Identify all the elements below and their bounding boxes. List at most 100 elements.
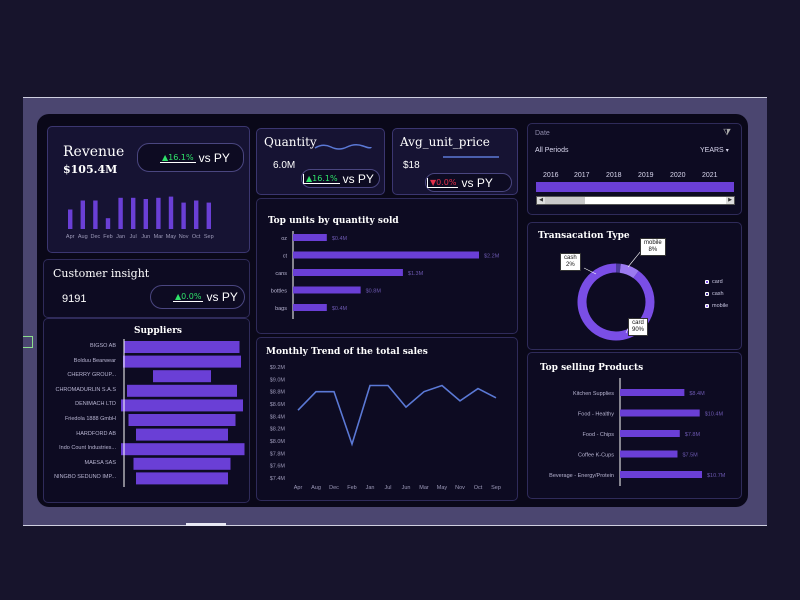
supplier-label: Bolduu Bearwear: [73, 357, 116, 364]
units-data-label: $0.4M: [332, 236, 348, 242]
supplier-bar: [136, 428, 228, 441]
revenue-x-tick: Dec: [91, 234, 101, 240]
revenue-x-tick: Nov: [179, 234, 189, 240]
product-label: Beverage - Energy/Protein: [549, 473, 614, 479]
slicer-scroll-thumb[interactable]: [545, 197, 585, 204]
frame-bottom-border: [23, 525, 767, 526]
slicer-year[interactable]: 2020: [670, 172, 686, 179]
trend-x-tick: Sep: [491, 485, 501, 491]
trend-x-tick: Nov: [455, 485, 465, 491]
quantity-sparkline: [314, 143, 372, 150]
trend-x-tick: Oct: [474, 485, 483, 491]
legend-label: cash: [712, 291, 724, 297]
supplier-label: MAESA SAS: [84, 459, 117, 466]
top-units-title: Top units by quantity sold: [268, 216, 399, 226]
revenue-x-tick: Aug: [78, 234, 88, 240]
slicer-year[interactable]: 2016: [543, 172, 559, 179]
avg-price-title: Avg_unit_price: [400, 135, 490, 149]
revenue-x-tick: Oct: [192, 234, 201, 240]
cash-label-pct: 2%: [566, 262, 575, 268]
transaction-type-title: Transacation Type: [538, 231, 630, 241]
units-data-label: $0.8M: [366, 289, 382, 295]
product-label: Food - Chips: [583, 432, 615, 438]
card-label-pct: 90%: [632, 327, 645, 333]
trend-y-tick: $8.2M: [270, 427, 286, 433]
donut-leader-cash: [583, 267, 597, 275]
revenue-x-tick: Apr: [66, 234, 75, 240]
legend-dot: [705, 304, 709, 308]
legend-dot: [705, 292, 709, 296]
revenue-bar-chart: Apr Aug Dec Feb Jan Jul Jun Mar May Nov Oct Sep: [66, 196, 214, 240]
units-category-label: bags: [275, 306, 287, 312]
mobile-label-pct: 8%: [648, 247, 658, 253]
quantity-value: 6.0M: [273, 160, 296, 171]
units-bar: [293, 269, 403, 276]
supplier-label: Indo Count Industries...: [59, 445, 116, 452]
revenue-bar: [93, 200, 98, 229]
slicer-granularity-dropdown[interactable]: YEARS ▾: [700, 147, 729, 154]
revenue-bar: [194, 200, 199, 229]
slicer-scroll-left-handle[interactable]: ◀: [537, 197, 545, 204]
legend-mobile[interactable]: mobile: [705, 303, 728, 309]
cash-label-text: cash: [564, 255, 577, 261]
supplier-bar: [123, 355, 241, 368]
avg-price-change-pill: ▼0.0% vs PY: [425, 173, 512, 192]
supplier-bar: [136, 472, 228, 485]
side-handle[interactable]: [23, 336, 33, 348]
supplier-bar: [127, 384, 237, 397]
trend-y-tick: $9.2M: [270, 365, 286, 371]
slicer-scrollbar[interactable]: ◀ ▶: [536, 196, 735, 205]
avg-price-value: $18: [403, 160, 420, 171]
units-category-label: bottles: [271, 289, 287, 295]
customer-insight-title: Customer insight: [53, 267, 150, 280]
top-products-chart: Kitchen Supplies $8.4M Food - Healthy $10.4…: [549, 378, 726, 486]
avg-price-sparkline: [443, 156, 499, 158]
date-slicer: Date ⧩ All Periods YEARS ▾ 2016 2017 201…: [527, 123, 742, 215]
legend-card[interactable]: card: [705, 279, 723, 285]
slicer-timeline-bar[interactable]: [536, 182, 734, 192]
customer-change: ▲0.0%: [173, 292, 204, 302]
donut-label-card: card 90%: [628, 318, 649, 336]
revenue-bar: [156, 197, 161, 229]
donut-slice: [577, 263, 655, 341]
slicer-year[interactable]: 2021: [702, 172, 718, 179]
quantity-change: ▲16.1%: [303, 173, 340, 184]
product-bar: [620, 471, 702, 478]
units-category-label: ct: [283, 254, 288, 260]
revenue-x-tick: Jun: [141, 234, 150, 240]
slicer-scroll-right-handle[interactable]: ▶: [726, 197, 734, 204]
product-data-label: $10.4M: [705, 412, 724, 418]
donut-slice: [619, 263, 639, 279]
revenue-x-tick: Jan: [116, 234, 125, 240]
revenue-x-tick: Sep: [204, 234, 214, 240]
filter-clear-icon[interactable]: ⧩: [723, 128, 732, 138]
slicer-year[interactable]: 2019: [638, 172, 654, 179]
product-label: Coffee K-Cups: [578, 453, 614, 459]
product-label: Food - Healthy: [578, 412, 614, 418]
supplier-label: BIGSO AB: [90, 343, 116, 349]
trend-y-tick: $7.6M: [270, 464, 286, 470]
legend-label: mobile: [712, 303, 729, 309]
slicer-year[interactable]: 2018: [606, 172, 622, 179]
revenue-x-tick: Jul: [130, 234, 137, 240]
revenue-change: ▲16.1%: [160, 152, 196, 163]
units-data-label: $1.3M: [408, 271, 424, 277]
units-bar: [293, 251, 479, 259]
trend-x-tick: Mar: [419, 485, 429, 491]
trend-x-tick: Jul: [384, 485, 391, 491]
supplier-bar: [133, 457, 231, 470]
units-data-label: $2.2M: [484, 254, 500, 260]
trend-x-tick: Jun: [402, 485, 411, 491]
slicer-granularity-label: YEARS: [700, 147, 724, 154]
trend-x-tick: Apr: [294, 485, 303, 491]
donut-leader-mobile: [627, 250, 642, 268]
revenue-title: Revenue: [63, 144, 125, 160]
trend-y-tick: $7.4M: [270, 476, 286, 482]
top-products-panel: Top selling Products Kitchen Supplies $8.…: [527, 352, 742, 499]
slicer-period-label: All Periods: [535, 147, 569, 154]
slicer-year[interactable]: 2017: [574, 172, 590, 179]
supplier-bar: [128, 414, 236, 426]
legend-cash[interactable]: cash: [705, 291, 724, 297]
suppliers-title: Suppliers: [134, 326, 183, 336]
scroll-thumb[interactable]: [186, 523, 226, 526]
